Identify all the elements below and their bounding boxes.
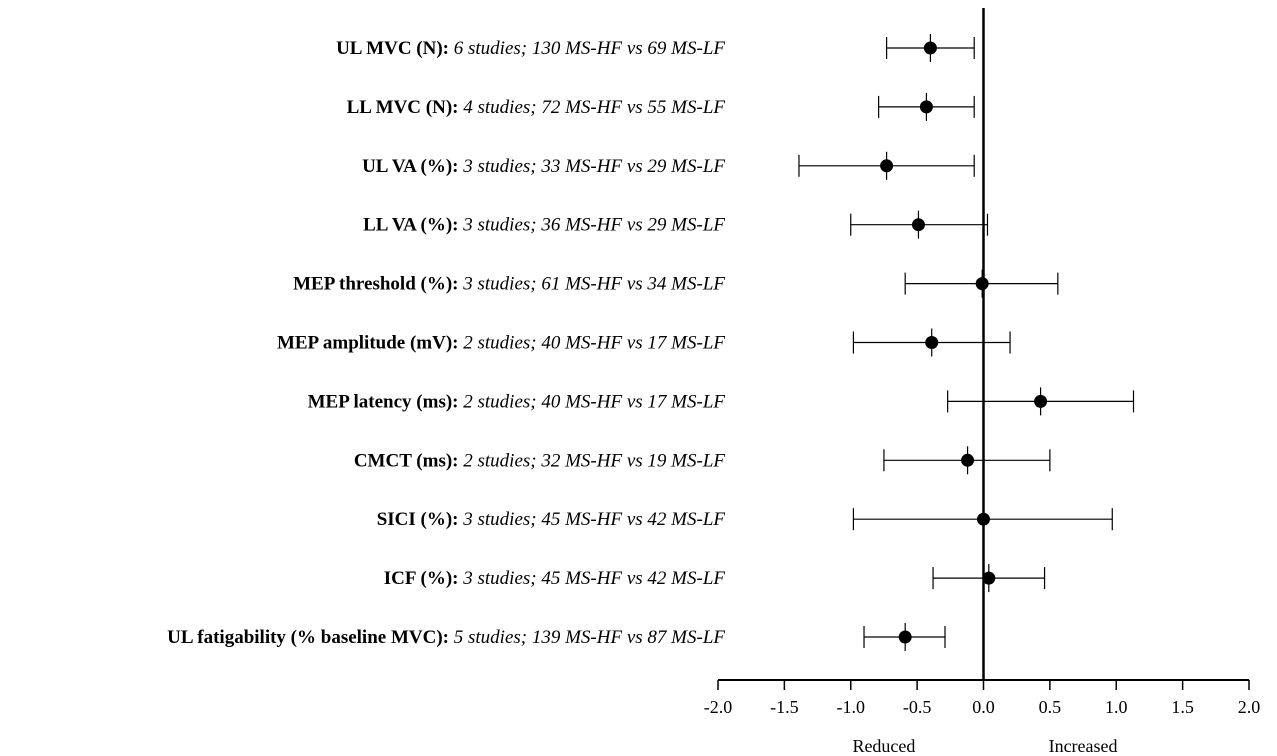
- row-label: ICF (%): 3 studies; 45 MS-HF vs 42 MS-LF: [384, 568, 726, 589]
- row-label: SICI (%): 3 studies; 45 MS-HF vs 42 MS-L…: [377, 509, 726, 530]
- row-label: MEP threshold (%): 3 studies; 61 MS-HF v…: [293, 274, 725, 295]
- row-label-detail: 6 studies; 130 MS-HF vs 69 MS-LF: [454, 38, 726, 59]
- row-label-detail: 3 studies; 33 MS-HF vs 29 MS-LF: [462, 156, 725, 177]
- point-estimate: [911, 218, 925, 232]
- row-label-detail: 3 studies; 45 MS-HF vs 42 MS-LF: [462, 568, 725, 589]
- row-label-detail: 2 studies; 40 MS-HF vs 17 MS-LF: [463, 391, 725, 412]
- row-label-name: ICF (%):: [384, 568, 464, 589]
- row-label-name: MEP latency (ms):: [308, 391, 464, 412]
- row-label: CMCT (ms): 2 studies; 32 MS-HF vs 19 MS-…: [354, 450, 726, 471]
- x-tick-label: -2.0: [704, 697, 733, 717]
- effect-markers: [798, 34, 1135, 651]
- row-label-name: CMCT (ms):: [354, 450, 463, 471]
- row-label-name: MEP threshold (%):: [293, 274, 463, 295]
- row-label-name: UL MVC (N):: [336, 38, 454, 59]
- row-label-name: LL MVC (N):: [347, 97, 464, 118]
- x-tick-label: -1.5: [770, 697, 799, 717]
- row-label: MEP amplitude (mV): 2 studies; 40 MS-HF …: [277, 333, 725, 354]
- point-estimate: [925, 336, 939, 349]
- point-estimate: [982, 571, 996, 585]
- point-estimate: [880, 159, 894, 173]
- point-estimate: [975, 277, 989, 291]
- row-label-name: UL fatigability (% baseline MVC):: [167, 627, 454, 648]
- row-label-detail: 2 studies; 32 MS-HF vs 19 MS-LF: [463, 450, 725, 471]
- row-label-detail: 2 studies; 40 MS-HF vs 17 MS-LF: [463, 333, 725, 354]
- row-label: LL VA (%): 3 studies; 36 MS-HF vs 29 MS-…: [363, 215, 725, 236]
- row-label: LL MVC (N): 4 studies; 72 MS-HF vs 55 MS…: [347, 97, 726, 118]
- x-tick-label: -1.0: [837, 697, 866, 717]
- row-label-name: UL VA (%):: [362, 156, 463, 177]
- row-label: MEP latency (ms): 2 studies; 40 MS-HF vs…: [308, 391, 726, 412]
- row-label: UL VA (%): 3 studies; 33 MS-HF vs 29 MS-…: [362, 156, 725, 177]
- direction-label-reduced: Reduced: [852, 736, 915, 756]
- point-estimate: [923, 41, 937, 55]
- x-axis: -2.0 -1.5 -1.0 -0.5 0.0 0.5 1.0 1.5 2.0: [704, 679, 1261, 717]
- point-estimate: [898, 630, 912, 644]
- row-label-name: SICI (%):: [377, 509, 464, 530]
- row-label-detail: 5 studies; 139 MS-HF vs 87 MS-LF: [454, 627, 726, 648]
- row-label-name: MEP amplitude (mV):: [277, 333, 463, 354]
- row-labels: UL MVC (N): 6 studies; 130 MS-HF vs 69 M…: [167, 38, 725, 648]
- row-label-detail: 3 studies; 45 MS-HF vs 42 MS-LF: [462, 509, 725, 530]
- point-estimate: [919, 100, 933, 114]
- row-label-detail: 3 studies; 61 MS-HF vs 34 MS-LF: [462, 274, 725, 295]
- row-label-detail: 4 studies; 72 MS-HF vs 55 MS-LF: [463, 97, 725, 118]
- row-label: UL fatigability (% baseline MVC): 5 stud…: [167, 627, 725, 648]
- x-tick-label: 0.5: [1039, 697, 1062, 717]
- point-estimate: [961, 453, 975, 467]
- x-tick-label: 2.0: [1238, 697, 1261, 717]
- x-tick-label: -0.5: [903, 697, 932, 717]
- x-tick-label: 1.0: [1105, 697, 1128, 717]
- point-estimate: [1034, 394, 1048, 408]
- x-tick-label: 0.0: [972, 697, 995, 717]
- row-label-name: LL VA (%):: [363, 215, 463, 236]
- row-label: UL MVC (N): 6 studies; 130 MS-HF vs 69 M…: [336, 38, 725, 59]
- direction-label-increased: Increased: [1049, 736, 1118, 756]
- row-label-detail: 3 studies; 36 MS-HF vs 29 MS-LF: [462, 215, 725, 236]
- x-tick-label: 1.5: [1171, 697, 1194, 717]
